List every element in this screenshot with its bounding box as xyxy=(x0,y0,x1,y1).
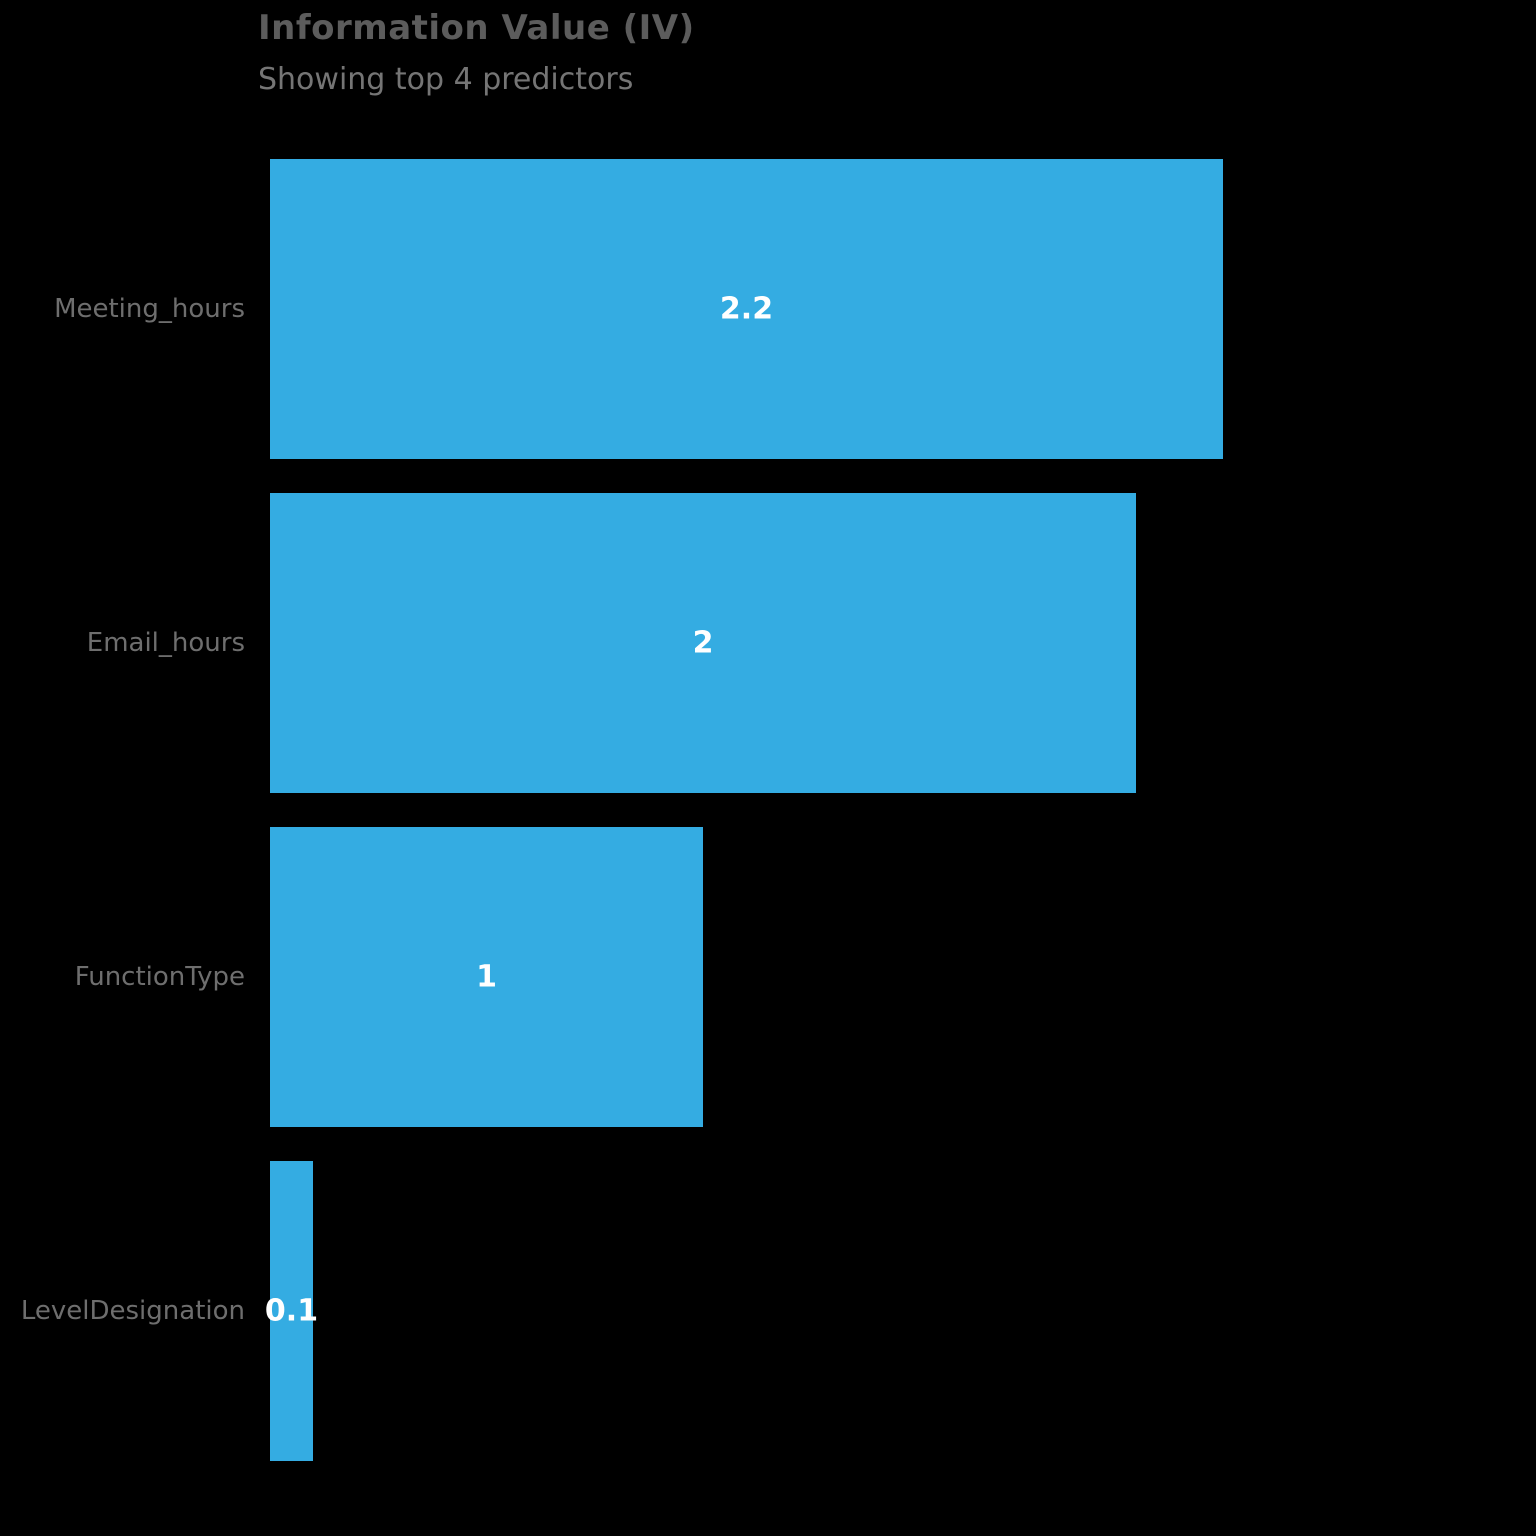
category-label: FunctionType xyxy=(74,962,245,992)
bar-track: 0.1 xyxy=(265,1161,1536,1461)
bar-row: LevelDesignation 0.1 xyxy=(0,1161,1536,1461)
category-label: Meeting_hours xyxy=(54,294,245,324)
bar: 0.1 xyxy=(265,1161,318,1461)
bar: 2.2 xyxy=(270,159,1223,459)
value-label: 2 xyxy=(692,625,714,661)
bar-row: Meeting_hours 2.2 xyxy=(0,159,1536,459)
value-label: 0.1 xyxy=(264,1293,319,1329)
bar-row: FunctionType 1 xyxy=(0,827,1536,1127)
bar-track: 2 xyxy=(270,493,1536,793)
bar-track: 1 xyxy=(270,827,1536,1127)
plot-area: Meeting_hours 2.2 Email_hours 2 FunctionType… xyxy=(0,159,1536,1461)
category-label: LevelDesignation xyxy=(20,1296,245,1326)
value-label: 2.2 xyxy=(719,291,774,327)
bar: 2 xyxy=(270,493,1136,793)
bar-row: Email_hours 2 xyxy=(0,493,1536,793)
bar: 1 xyxy=(270,827,703,1127)
value-label: 1 xyxy=(476,959,497,995)
chart-subtitle: Showing top 4 predictors xyxy=(258,62,634,97)
chart-header: Information Value (IV) Showing top 4 pre… xyxy=(258,8,695,97)
category-label: Email_hours xyxy=(86,628,245,658)
bar-track: 2.2 xyxy=(270,159,1536,459)
chart-title: Information Value (IV) xyxy=(258,8,695,48)
